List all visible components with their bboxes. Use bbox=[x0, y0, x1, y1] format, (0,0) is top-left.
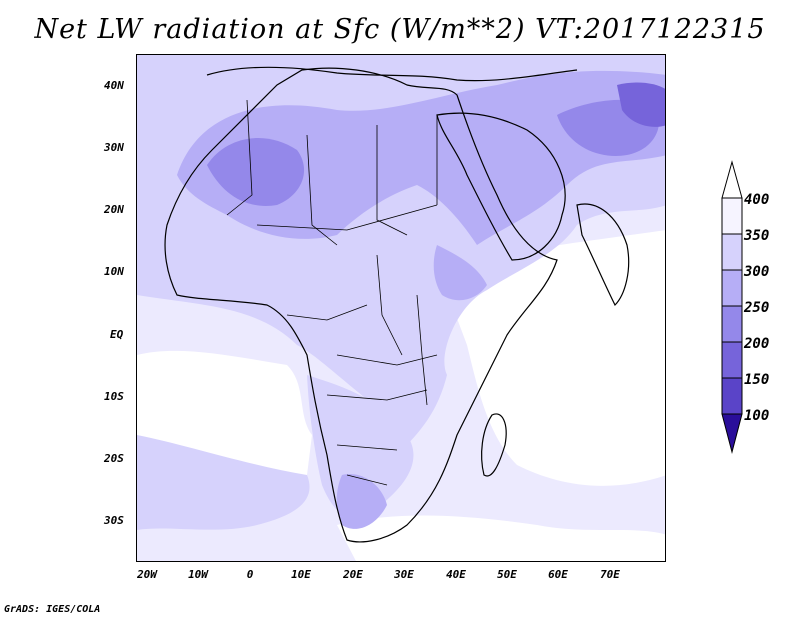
colorbar-bin-200-250 bbox=[721, 305, 743, 343]
colorbar-bin-150-200 bbox=[721, 341, 743, 379]
zone-300-350-south-atl bbox=[137, 435, 310, 530]
coastlines bbox=[164, 66, 630, 543]
y-tick-20n: 20N bbox=[104, 203, 124, 216]
colorbar-label-250: 250 bbox=[744, 300, 770, 316]
y-tick-eq: EQ bbox=[110, 328, 124, 341]
y-tick-10s: 10S bbox=[104, 390, 124, 403]
colorbar-top-arrow bbox=[721, 160, 743, 199]
x-tick-10w: 10W bbox=[188, 568, 208, 581]
x-tick-70e: 70E bbox=[600, 568, 620, 581]
colorbar-label-150: 150 bbox=[744, 372, 770, 388]
zone-over-400-indian bbox=[437, 230, 665, 486]
madagascar-coast bbox=[481, 413, 507, 477]
colorbar-label-300: 300 bbox=[744, 264, 770, 280]
india-coast bbox=[576, 203, 630, 307]
arabia-coast bbox=[436, 112, 566, 261]
y-tick-40n: 40N bbox=[104, 79, 124, 92]
grads-credit: GrADS: IGES/COLA bbox=[4, 604, 101, 615]
x-tick-60e: 60E bbox=[548, 568, 568, 581]
colorbar-label-400: 400 bbox=[744, 192, 770, 208]
map-title: Net LW radiation at Sfc (W/m**2) VT:2017… bbox=[34, 14, 766, 45]
colorbar-label-200: 200 bbox=[744, 336, 770, 352]
colorbar-label-350: 350 bbox=[744, 228, 770, 244]
x-tick-20w: 20W bbox=[137, 568, 157, 581]
colorbar-bin-350-400 bbox=[721, 197, 743, 235]
y-tick-10n: 10N bbox=[104, 265, 124, 278]
x-tick-40e: 40E bbox=[446, 568, 466, 581]
colorbar-bin-300-350 bbox=[721, 233, 743, 271]
zone-250-300-east-africa bbox=[433, 245, 487, 301]
zone-250-300-s-africa bbox=[336, 474, 387, 529]
x-tick-10e: 10E bbox=[291, 568, 311, 581]
zone-over-400-south bbox=[337, 515, 665, 561]
zone-250-300-north bbox=[177, 70, 665, 245]
zone-200-250-sahara bbox=[207, 138, 305, 206]
colorbar-bin-100-150 bbox=[721, 377, 743, 415]
x-tick-50e: 50E bbox=[497, 568, 517, 581]
x-tick-0: 0 bbox=[246, 568, 254, 581]
radiation-map bbox=[137, 55, 665, 561]
country-borders bbox=[226, 99, 438, 486]
y-tick-20s: 20S bbox=[104, 452, 124, 465]
y-tick-30n: 30N bbox=[104, 141, 124, 154]
y-tick-30s: 30S bbox=[104, 514, 124, 527]
africa-coast bbox=[164, 67, 558, 543]
colorbar-label-100: 100 bbox=[744, 408, 770, 424]
x-tick-20e: 20E bbox=[343, 568, 363, 581]
colorbar bbox=[721, 160, 743, 454]
mediterranean-coast bbox=[206, 66, 578, 82]
map-panel[interactable] bbox=[136, 54, 666, 562]
x-tick-30e: 30E bbox=[394, 568, 414, 581]
colorbar-bottom-arrow bbox=[721, 413, 743, 454]
zone-150-200-asia bbox=[617, 82, 665, 127]
colorbar-bin-250-300 bbox=[721, 269, 743, 307]
